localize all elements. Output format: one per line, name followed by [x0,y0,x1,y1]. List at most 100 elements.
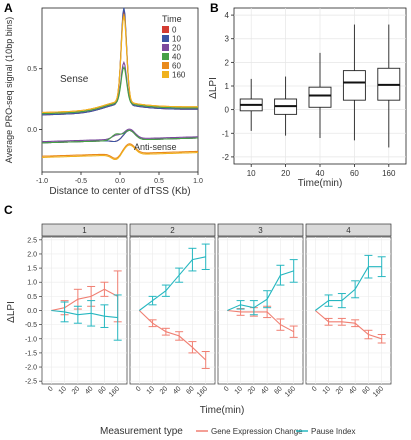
panel-b-x-label: Time(min) [298,178,343,189]
facet-x-tick-label: 10 [146,385,157,396]
facet-x-tick-label: 10 [58,385,69,396]
legend-label-60: 60 [172,62,181,71]
panel-c-legend-title: Measurement type [100,426,183,437]
panel-b-boxes [239,24,401,148]
panel-c-y-tick-label: -1.0 [25,336,37,343]
facet-x-tick-label: 0 [311,385,319,393]
box-20 [274,76,298,136]
facet-x-tick-label: 40 [260,385,271,396]
antisense-annotation: Anti-sense [134,142,177,152]
panel-b-x-tick-label: 10 [247,169,256,178]
gene-expression-line [227,309,294,333]
panel-a-y-label: Average PRO-seq signal (10bp bins) [4,17,14,163]
panel-a-x-tick-label: 1.0 [193,178,203,185]
facet-strip-label: 3 [258,226,263,235]
panel-a-profile-chart: -1.0 -0.5 0.0 0.5 1.0 0.0 0.5 Sense Anti-sens… [4,7,203,197]
antisense-line-60 [42,143,199,159]
pause-index-line [314,266,382,311]
panel-a-y-tick-label: 0.5 [27,66,37,73]
panel-b-y-tick-label: 0 [225,106,230,115]
box-60 [342,24,366,141]
facet-1: 10 10 20 40 60 160 [41,223,128,399]
facet-x-tick-label: 160 [196,385,209,398]
gene-expression-line [51,288,118,312]
panel-c-y-tick-label: 1.0 [27,280,37,287]
panel-b-y-ticks: -2 -1 0 1 2 3 4 [222,11,234,162]
facet-x-tick-label: 60 [185,385,196,396]
facet-x-tick-label: 0 [135,385,143,393]
facet-strip-label: 4 [346,226,351,235]
facet-strip [41,223,128,237]
facet-x-tick-label: 60 [97,385,108,396]
panel-b-y-tick-label: 3 [225,35,230,44]
panel-letter-b: B [210,1,219,15]
panel-c-y-tick-label: 0.5 [27,294,37,301]
sense-annotation: Sense [60,74,89,85]
panel-c-y-tick-label: -0.5 [25,322,37,329]
panel-b-y-label: ΔLPI [208,77,219,99]
pause-index-line [138,256,206,311]
antisense-line-160 [42,144,198,161]
panel-c-y-tick-label: 0.0 [27,308,37,315]
legend-label-160: 160 [172,71,186,80]
panel-c-y-ticks: -2.5 -2.0 -1.5 -1.0 -0.5 0.0 0.5 1.0 1.5 2.0 2.5 [25,237,42,386]
panel-b-y-tick-label: -1 [222,129,230,138]
facet-x-tick-label: 20 [247,385,258,396]
panel-a-x-tick-label: -1.0 [36,178,48,185]
panel-c-y-tick-label: 2.0 [27,251,37,258]
facet-strip [217,223,304,237]
legend-swatch-10 [162,35,169,42]
panel-a-x-tick-label: 0.0 [115,178,125,185]
facet-strip-label: 2 [170,226,175,235]
facet-x-tick-label: 20 [71,385,82,396]
legend-label-0: 0 [172,26,177,35]
facet-x-tick-label: 0 [223,385,231,393]
panel-b-y-tick-label: 2 [225,58,230,67]
legend-swatch-20 [162,44,169,51]
legend-swatch-60 [162,62,169,69]
facet-x-tick-label: 20 [159,385,170,396]
panel-b-y-tick-label: -2 [222,153,230,162]
panel-a-y-tick-label: 0.0 [27,127,37,134]
legend-label-0: Gene Expression Change [211,427,303,436]
panel-b-y-tick-label: 1 [225,82,230,91]
facet-3: 3 0 10 20 40 60 160 [217,223,304,399]
box-40 [308,52,332,138]
panel-c-y-tick-label: -1.5 [25,350,37,357]
box-10 [239,78,263,131]
panel-c-y-tick-label: -2.5 [25,379,37,386]
panel-c-y-tick-label: -2.0 [25,365,37,372]
sense-line-160 [41,16,198,114]
facet-x-tick-label: 40 [84,385,95,396]
legend-swatch-0 [162,26,169,33]
box-body [342,70,366,101]
legend-swatch-40 [162,53,169,60]
panel-a-y-ticks: 0.0 0.5 [27,66,42,134]
panel-letter-a: A [4,1,13,15]
panel-c-y-tick-label: 1.5 [27,266,37,273]
facet-x-tick-label: 60 [361,385,372,396]
facet-x-tick-label: 10 [234,385,245,396]
panel-c-y-label: ΔLPI [6,301,17,323]
panel-a-x-ticks: -1.0 -0.5 0.0 0.5 1.0 [36,172,203,185]
legend-label-1: Pause Index [311,427,355,436]
antisense-line-40 [42,129,198,144]
facet-2: 20 10 20 40 60 160 [129,223,216,399]
facet-x-tick-label: 40 [348,385,359,396]
panel-a-x-tick-label: 0.5 [154,178,164,185]
pause-index-line [227,270,294,312]
sense-line-40 [42,65,198,115]
facet-x-tick-label: 10 [322,385,333,396]
panel-letter-c: C [4,203,13,217]
box-160 [377,24,401,148]
panel-b-x-tick-label: 40 [316,169,325,178]
panel-b-x-ticks: 10 20 40 60 160 [247,164,396,178]
facet-4: 40 10 20 40 60 160 [305,223,392,399]
legend-label-20: 20 [172,44,181,53]
panel-a-x-tick-label: -0.5 [75,178,87,185]
facet-x-tick-label: 0 [47,385,55,393]
